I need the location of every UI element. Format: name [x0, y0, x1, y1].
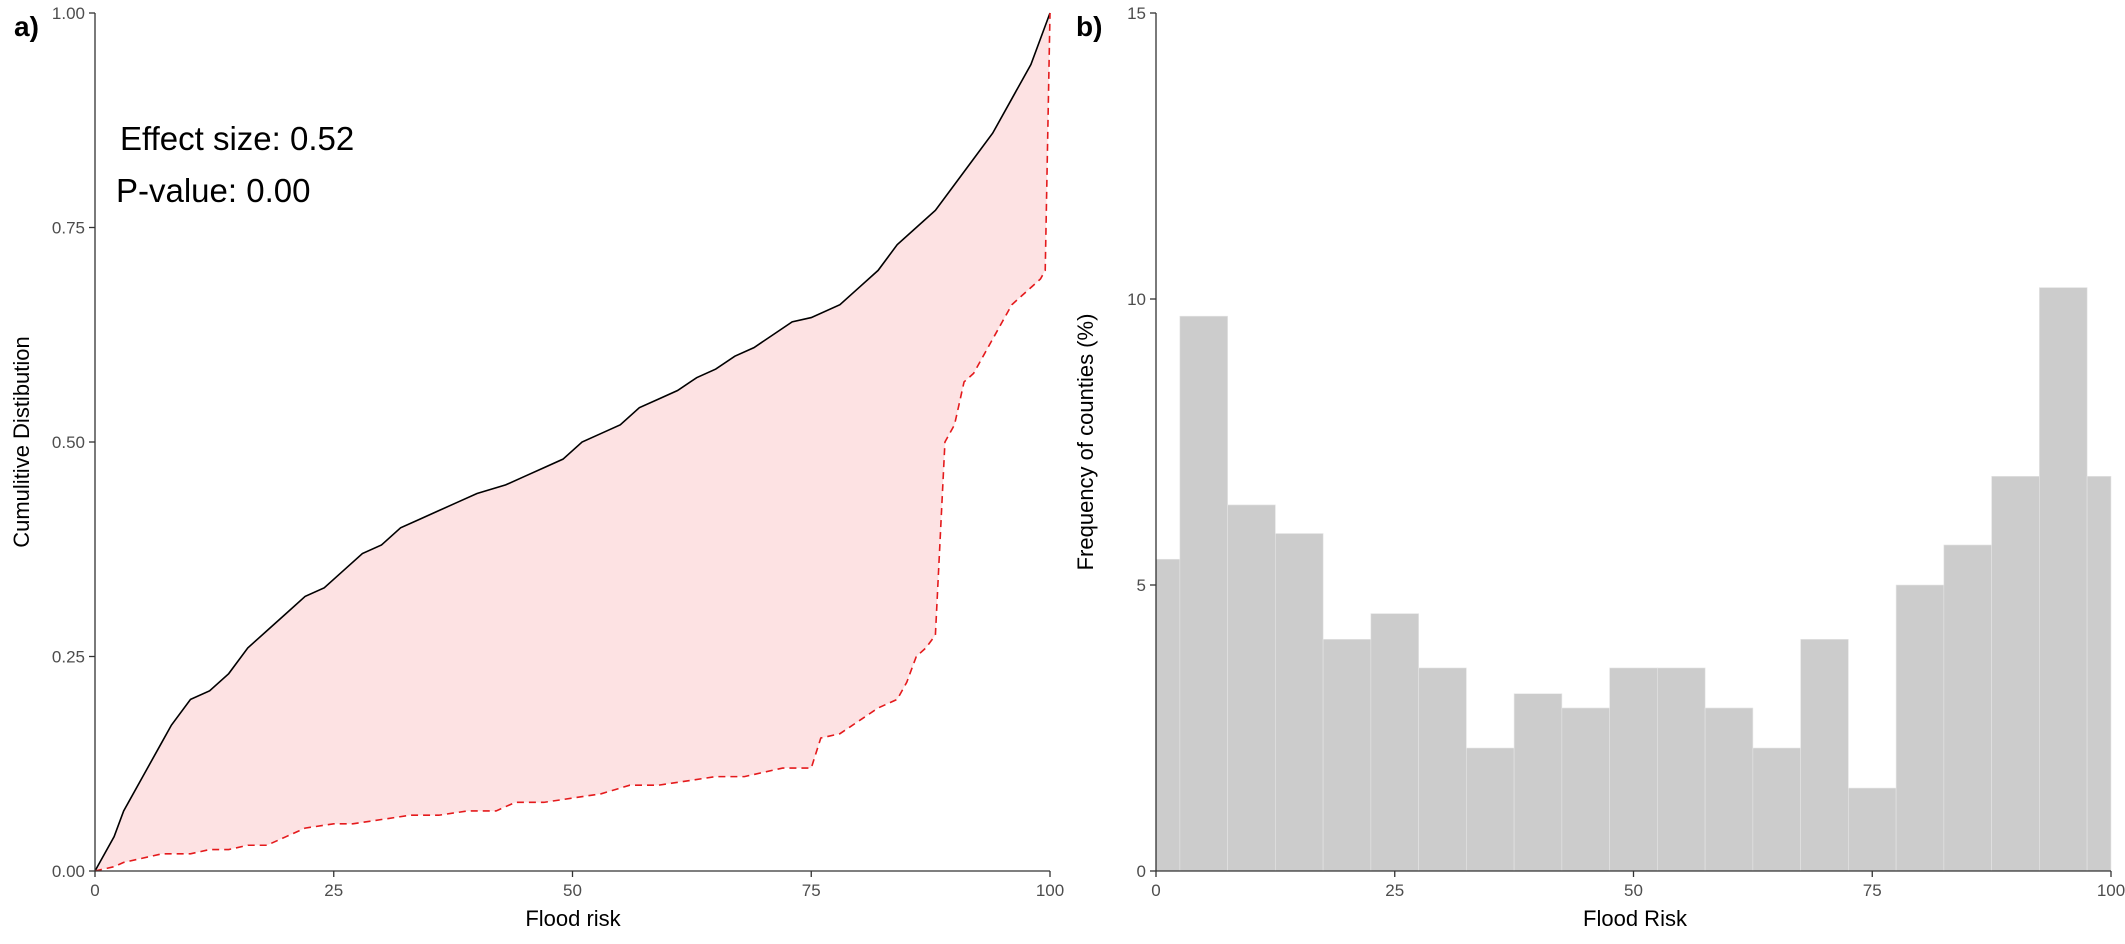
histogram-bar	[1943, 544, 1992, 872]
cdf-difference-area	[95, 13, 1050, 871]
cdf-line-solid	[94, 12, 1051, 872]
histogram-bar	[2039, 287, 2088, 872]
panel-b-x-tick-label: 25	[1385, 881, 1404, 900]
histogram-bar	[1275, 533, 1324, 872]
panel-a-plot-area	[94, 12, 1051, 872]
histogram-bar	[1227, 504, 1276, 872]
histogram-bar	[1895, 584, 1945, 872]
panel-a-x-tick-label: 75	[802, 881, 821, 900]
histogram-bar	[1657, 667, 1706, 872]
panel-a-x-tick-label: 50	[563, 881, 582, 900]
histogram-bar	[1991, 476, 2040, 872]
histogram-bar	[1513, 693, 1563, 872]
panel-b-x-tick-label: 75	[1863, 881, 1882, 900]
panel-a-x-tick-label: 25	[324, 881, 343, 900]
panel-a-x-tick-label: 100	[1036, 881, 1064, 900]
p-value-annotation: P-value: 0.00	[116, 172, 310, 209]
panel-b-y-tick-label: 10	[1127, 290, 1146, 309]
histogram-bar	[1800, 639, 1849, 872]
panel-a-y-tick-label: 0.25	[52, 648, 85, 667]
panel-b-label: b)	[1076, 11, 1102, 42]
panel-a-label: a)	[14, 11, 39, 42]
histogram-bar	[1466, 747, 1515, 872]
panel-b-x-tick-label: 0	[1151, 881, 1160, 900]
panel-b-x-axis-title: Flood Risk	[1583, 906, 1688, 931]
histogram-bar	[1418, 667, 1467, 872]
cdf-line-dashed	[94, 12, 1051, 872]
histogram-bar	[1561, 707, 1610, 872]
panel-b-y-axis-title: Frequency of counties (%)	[1073, 314, 1098, 571]
histogram-bar	[2086, 476, 2112, 872]
panel-b-x-tick-label: 100	[2097, 881, 2125, 900]
histogram-bar	[1370, 613, 1419, 872]
panel-a-cumulative-distribution: a) 0 25 50 75 100 0.00 0.25 0.50 0.75 1.00 Effect…	[9, 4, 1064, 931]
panel-b-histogram: b) 0 25 50 75 100 0 5 10 15 Flood Risk Frequency…	[1073, 4, 2125, 931]
panel-a-y-tick-label: 0.50	[52, 433, 85, 452]
panel-a-y-axis-title: Cumulitive Distibution	[9, 336, 34, 548]
panel-b-x-tick-label: 50	[1624, 881, 1643, 900]
effect-size-annotation: Effect size: 0.52	[120, 120, 354, 157]
histogram-bar	[1322, 639, 1372, 872]
histogram-bar	[1155, 558, 1181, 872]
histogram-bar	[1704, 707, 1754, 872]
panel-a-y-tick-label: 0.00	[52, 862, 85, 881]
histogram-bar	[1752, 747, 1801, 872]
panel-a-x-tick-label: 0	[90, 881, 99, 900]
panel-b-y-tick-label: 15	[1127, 4, 1146, 23]
panel-a-y-tick-label: 0.75	[52, 219, 85, 238]
panel-b-plot-area	[1155, 287, 2112, 872]
panel-b-y-tick-label: 5	[1137, 576, 1146, 595]
histogram-bar	[1609, 667, 1658, 872]
panel-a-x-axis-title: Flood risk	[525, 906, 621, 931]
panel-a-axes: 0 25 50 75 100 0.00 0.25 0.50 0.75 1.00	[52, 4, 1064, 900]
panel-b-axes: 0 25 50 75 100 0 5 10 15	[1127, 4, 2125, 900]
histogram-bar	[1179, 315, 1228, 872]
histogram-bar	[1848, 787, 1897, 872]
panel-b-y-tick-label: 0	[1137, 862, 1146, 881]
panel-a-y-tick-label: 1.00	[52, 4, 85, 23]
